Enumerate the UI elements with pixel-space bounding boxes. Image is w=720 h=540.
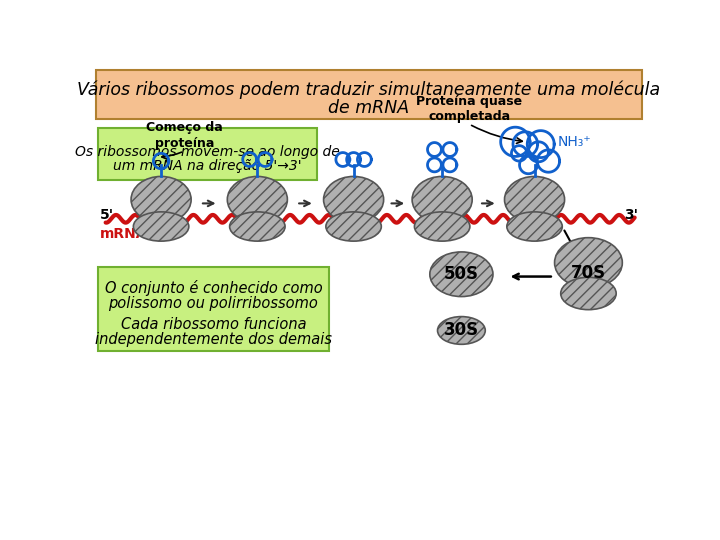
Text: um mRNA na direção 5'→3': um mRNA na direção 5'→3': [113, 159, 302, 173]
Ellipse shape: [507, 212, 562, 241]
Text: NH₃⁺: NH₃⁺: [558, 135, 591, 149]
Text: Vários ribossomos podem traduzir simultaneamente uma molécula: Vários ribossomos podem traduzir simulta…: [78, 81, 660, 99]
Ellipse shape: [412, 177, 472, 222]
Text: Os ribossomos movem-se ao longo de: Os ribossomos movem-se ao longo de: [75, 145, 340, 159]
Text: 3': 3': [624, 208, 639, 222]
FancyBboxPatch shape: [96, 70, 642, 119]
Text: O conjunto é conhecido como: O conjunto é conhecido como: [104, 280, 323, 296]
Text: Cada ribossomo funciona: Cada ribossomo funciona: [121, 317, 306, 332]
Text: 30S: 30S: [444, 321, 479, 340]
FancyBboxPatch shape: [98, 267, 329, 351]
Ellipse shape: [561, 278, 616, 309]
Ellipse shape: [131, 177, 191, 222]
Ellipse shape: [505, 177, 564, 222]
Ellipse shape: [323, 177, 384, 222]
Ellipse shape: [430, 252, 493, 296]
Ellipse shape: [228, 177, 287, 222]
Ellipse shape: [326, 212, 382, 241]
Ellipse shape: [415, 212, 470, 241]
Text: 50S: 50S: [444, 265, 479, 284]
Text: independentemente dos demais: independentemente dos demais: [95, 332, 332, 347]
Text: 70S: 70S: [571, 264, 606, 282]
Text: Proteína quase
completada: Proteína quase completada: [416, 94, 522, 123]
Ellipse shape: [554, 238, 622, 288]
Ellipse shape: [230, 212, 285, 241]
Text: 5': 5': [99, 208, 114, 222]
Text: Começo da
proteína: Começo da proteína: [146, 122, 222, 150]
Ellipse shape: [133, 212, 189, 241]
FancyBboxPatch shape: [98, 128, 318, 180]
Text: polissomo ou polirribossomo: polissomo ou polirribossomo: [109, 296, 318, 311]
Text: de mRNA: de mRNA: [328, 99, 410, 117]
Ellipse shape: [438, 316, 485, 345]
Text: mRNA: mRNA: [99, 226, 147, 240]
